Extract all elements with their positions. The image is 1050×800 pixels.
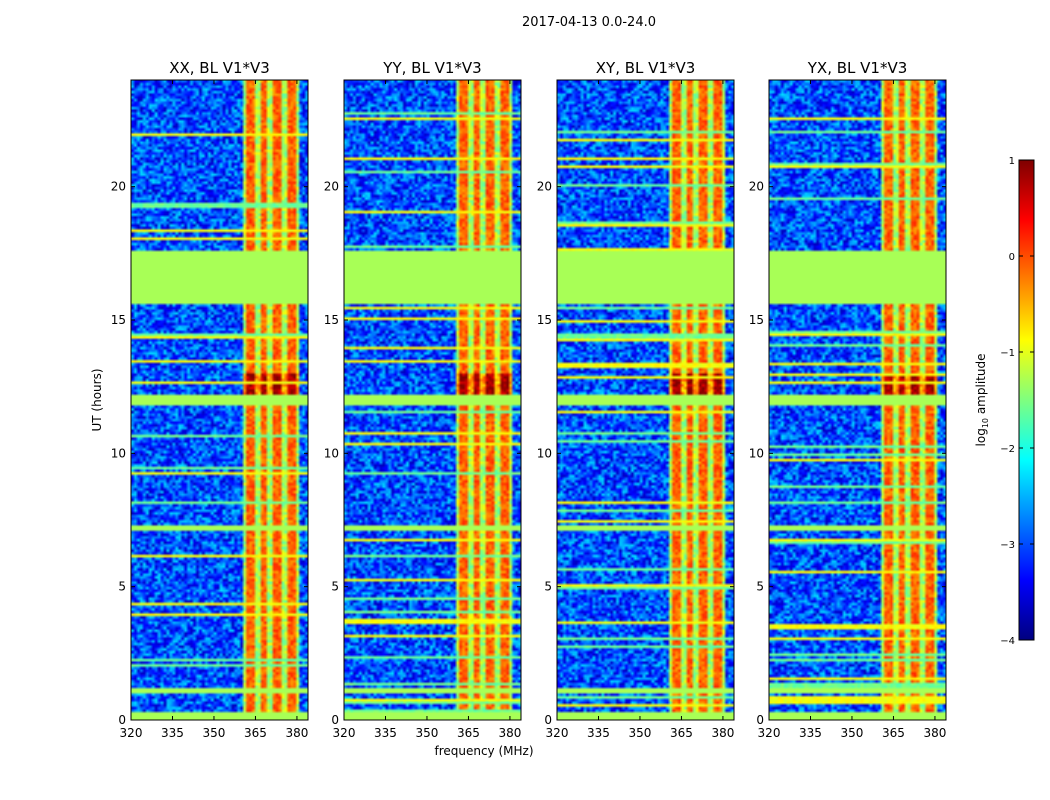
y-tick-label: 10: [749, 446, 764, 460]
x-tick-label: 320: [333, 726, 356, 740]
x-tick-label: 380: [285, 726, 308, 740]
panel-yy: YY, BL V1*V3 320 335 350 365 380 0 5 10 15 20: [324, 59, 522, 740]
y-tick-label: 0: [331, 713, 339, 727]
x-tick-label: 335: [799, 726, 822, 740]
x-tick-label: 380: [498, 726, 521, 740]
y-tick-label: 5: [544, 580, 552, 594]
colorbar-tick-label: 0: [1009, 252, 1015, 263]
panel-title: YX, BL V1*V3: [807, 59, 908, 77]
x-axis-label: frequency (MHz): [434, 744, 533, 758]
colorbar-label: log10 amplitude: [974, 354, 990, 447]
x-tick-label: 380: [923, 726, 946, 740]
panel-xx: XX, BL V1*V3 320 335 350 365 380 0 5 10 15 20: [111, 59, 309, 740]
colorbar-bar: [1018, 159, 1035, 641]
x-tick-label: 320: [120, 726, 143, 740]
x-tick-label: 335: [161, 726, 184, 740]
heatmap-image: [769, 80, 946, 720]
colorbar-tick-label: −1: [1000, 348, 1015, 359]
y-tick-label: 15: [537, 313, 552, 327]
y-tick-label: 10: [111, 446, 126, 460]
y-tick-label: 5: [756, 580, 764, 594]
heatmap-image: [131, 80, 308, 720]
heatmap-image: [557, 80, 734, 720]
y-tick-label: 0: [118, 713, 126, 727]
x-tick-label: 320: [758, 726, 781, 740]
x-tick-label: 365: [457, 726, 480, 740]
x-tick-label: 350: [416, 726, 439, 740]
colorbar-tick-label: 1: [1009, 156, 1015, 167]
plot-frame: [343, 79, 522, 721]
y-tick-label: 10: [324, 446, 339, 460]
plot-frame: [130, 79, 309, 721]
y-tick-label: 0: [544, 713, 552, 727]
plot-frame: [556, 79, 735, 721]
y-tick-label: 20: [537, 180, 552, 194]
panel-yx: YX, BL V1*V3 320 335 350 365 380 0 5 10 15 20: [749, 59, 947, 740]
x-tick-label: 350: [841, 726, 864, 740]
x-tick-label: 350: [203, 726, 226, 740]
y-tick-label: 10: [537, 446, 552, 460]
panel-xy: XY, BL V1*V3 320 335 350 365 380 0 5 10 15 20: [537, 59, 735, 740]
colorbar-tick-label: −3: [1000, 540, 1015, 551]
y-tick-label: 20: [111, 180, 126, 194]
colorbar-label-tail: amplitude: [974, 354, 988, 418]
colorbar-label-sub: 10: [981, 418, 990, 428]
y-axis-label: UT (hours): [90, 368, 104, 431]
x-tick-label: 365: [882, 726, 905, 740]
x-tick-label: 365: [244, 726, 267, 740]
y-tick-label: 15: [749, 313, 764, 327]
colorbar: 1 0 −1 −2 −3 −4: [1000, 156, 1035, 647]
y-tick-label: 15: [324, 313, 339, 327]
colorbar-tick-label: −2: [1000, 444, 1015, 455]
panel-title: XY, BL V1*V3: [596, 59, 696, 77]
y-tick-label: 20: [324, 180, 339, 194]
panel-title: XX, BL V1*V3: [169, 59, 270, 77]
colorbar-tick-label: −4: [1000, 636, 1015, 647]
y-tick-label: 20: [749, 180, 764, 194]
y-tick-label: 0: [756, 713, 764, 727]
panel-title: YY, BL V1*V3: [382, 59, 481, 77]
x-tick-label: 365: [670, 726, 693, 740]
plot-frame: [768, 79, 947, 721]
x-tick-label: 335: [587, 726, 610, 740]
y-tick-label: 5: [331, 580, 339, 594]
x-tick-label: 350: [629, 726, 652, 740]
y-tick-label: 5: [118, 580, 126, 594]
x-tick-label: 320: [546, 726, 569, 740]
colorbar-label-log: log: [974, 428, 988, 446]
heatmap-image: [344, 80, 521, 720]
x-tick-label: 335: [374, 726, 397, 740]
x-tick-label: 380: [711, 726, 734, 740]
y-tick-label: 15: [111, 313, 126, 327]
figure-title: 2017-04-13 0.0-24.0: [522, 15, 656, 30]
